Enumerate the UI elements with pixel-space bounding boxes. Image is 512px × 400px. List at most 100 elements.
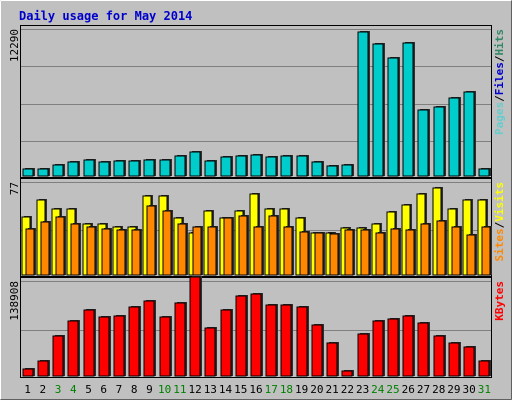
x-tick-label-day-1: 1 [24, 383, 31, 396]
bar-hits-day-1 [22, 168, 34, 177]
panel-border [20, 25, 492, 178]
x-tick-label-day-28: 28 [432, 383, 445, 396]
bar-kbytes-day-19 [296, 306, 308, 377]
bar-kbytes-day-29 [448, 342, 460, 377]
bar-hits-day-2 [37, 168, 49, 177]
bar-sites-day-13 [207, 226, 217, 276]
x-tick-label-day-6: 6 [100, 383, 107, 396]
bar-kbytes-day-27 [417, 322, 429, 377]
x-tick-label-day-7: 7 [116, 383, 123, 396]
x-tick-label-day-5: 5 [85, 383, 92, 396]
x-tick-label-day-26: 26 [402, 383, 415, 396]
x-tick-label-day-18: 18 [280, 383, 293, 396]
bar-kbytes-day-3 [52, 335, 64, 377]
x-tick-label-day-25: 25 [386, 383, 399, 396]
bar-hits-day-28 [433, 106, 445, 177]
x-tick-label-day-15: 15 [234, 383, 247, 396]
x-tick-label-day-20: 20 [310, 383, 323, 396]
bar-kbytes-day-14 [220, 309, 232, 377]
bar-sites-day-28 [436, 220, 446, 276]
bar-sites-day-3 [55, 216, 65, 276]
bar-kbytes-day-11 [174, 302, 186, 377]
bar-hits-day-4 [67, 161, 79, 177]
bar-hits-day-19 [296, 155, 308, 177]
bar-sites-day-9 [146, 205, 156, 276]
x-tick-label-day-21: 21 [326, 383, 339, 396]
bar-sites-day-23 [360, 229, 370, 276]
x-tick-label-day-13: 13 [204, 383, 217, 396]
x-tick-label-day-19: 19 [295, 383, 308, 396]
bar-kbytes-day-30 [463, 346, 475, 377]
bar-sites-day-5 [86, 226, 96, 276]
legend-kbytes: KBytes [493, 281, 506, 321]
bar-sites-day-14 [223, 217, 233, 276]
legend-separator: / [493, 221, 506, 228]
bar-kbytes-day-4 [67, 320, 79, 377]
x-tick-label-day-29: 29 [447, 383, 460, 396]
bar-sites-day-12 [192, 226, 202, 276]
bar-kbytes-day-31 [478, 360, 490, 377]
bar-sites-day-26 [405, 229, 415, 276]
bar-sites-day-31 [481, 226, 491, 276]
y-max-label: 12290 [8, 29, 21, 62]
x-tick-label-day-11: 11 [173, 383, 186, 396]
panel-border [20, 277, 492, 378]
bar-sites-day-10 [162, 210, 172, 276]
bar-sites-day-2 [40, 221, 50, 276]
panel-visits-sites: 77 Sites/Visits [8, 178, 506, 277]
bar-kbytes-day-2 [37, 360, 49, 377]
bar-hits-day-15 [235, 155, 247, 177]
bar-hits-day-3 [52, 164, 64, 177]
legend-item-sites: Sites [493, 228, 506, 261]
bar-kbytes-day-21 [326, 342, 338, 377]
bar-kbytes-day-24 [372, 320, 384, 377]
bar-sites-day-4 [70, 223, 80, 276]
chart-title: Daily usage for May 2014 [19, 9, 192, 23]
bar-hits-day-9 [143, 159, 155, 177]
bar-kbytes-day-10 [159, 316, 171, 377]
x-tick-label-day-12: 12 [188, 383, 201, 396]
bar-sites-day-29 [451, 226, 461, 276]
bar-hits-day-21 [326, 165, 338, 177]
bar-hits-day-11 [174, 155, 186, 177]
bar-kbytes-day-16 [250, 293, 262, 377]
y-max-label: 77 [8, 182, 21, 195]
bar-kbytes-day-15 [235, 295, 247, 377]
bar-hits-day-5 [83, 159, 95, 177]
x-tick-label-day-22: 22 [341, 383, 354, 396]
bar-hits-day-27 [417, 109, 429, 177]
bar-kbytes-day-12 [189, 276, 201, 377]
x-tick-label-day-14: 14 [219, 383, 233, 396]
bar-hits-day-31 [478, 168, 490, 177]
bar-hits-day-23 [357, 31, 369, 177]
x-tick-label-day-27: 27 [417, 383, 430, 396]
x-tick-label-day-10: 10 [158, 383, 171, 396]
x-tick-label-day-8: 8 [131, 383, 138, 396]
x-tick-label-day-30: 30 [463, 383, 476, 396]
bar-kbytes-day-26 [402, 315, 414, 377]
bar-sites-day-30 [466, 234, 476, 276]
x-tick-label-day-17: 17 [265, 383, 278, 396]
bar-hits-day-17 [265, 156, 277, 177]
y-max-label: 138908 [8, 281, 21, 321]
x-tick-label-day-9: 9 [146, 383, 153, 396]
bar-hits-day-16 [250, 154, 262, 177]
bar-hits-day-10 [159, 159, 171, 177]
x-tick-label-day-23: 23 [356, 383, 369, 396]
bar-hits-day-7 [113, 160, 125, 177]
bar-kbytes-day-9 [143, 300, 155, 377]
x-tick-label-day-16: 16 [249, 383, 262, 396]
legend-separator: / [493, 55, 506, 62]
bar-sites-day-25 [390, 228, 400, 276]
bar-hits-day-24 [372, 43, 384, 177]
bar-hits-day-26 [402, 42, 414, 177]
legend-item-kbytes: KBytes [493, 281, 506, 321]
bar-kbytes-day-5 [83, 309, 95, 377]
bar-sites-day-1 [25, 228, 35, 276]
legend-item-hits: Hits [493, 29, 506, 56]
bar-sites-day-21 [329, 233, 339, 276]
x-tick-label-day-4: 4 [70, 383, 77, 396]
bar-kbytes-day-1 [22, 368, 34, 377]
bar-sites-day-6 [101, 228, 111, 276]
